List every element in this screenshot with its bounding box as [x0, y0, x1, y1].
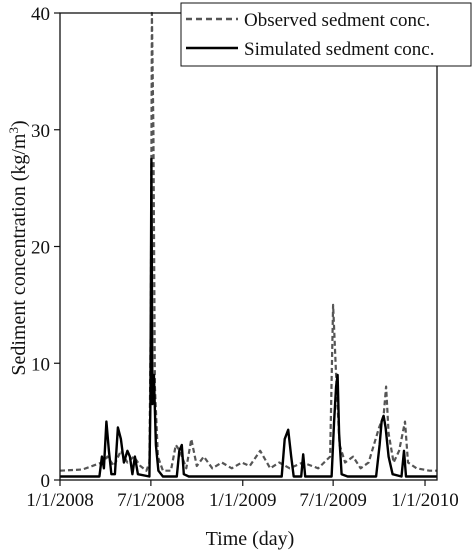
- y-tick-label: 40: [31, 4, 50, 25]
- x-tick-label: 1/1/2008: [26, 490, 94, 511]
- series-layer: [59, 11, 437, 478]
- series-line-observed: [59, 11, 437, 472]
- y-axis-title-sup: 3: [6, 127, 21, 134]
- x-tick-label: 1/1/2009: [209, 490, 277, 511]
- y-axis-title-tail: ): [8, 120, 30, 127]
- x-axis-title: Time (day): [206, 528, 295, 550]
- legend-label-simulated: Simulated sedment conc.: [244, 39, 434, 60]
- legend-box: [180, 2, 472, 67]
- y-tick-label: 10: [31, 354, 50, 375]
- y-tick-label: 20: [31, 238, 50, 259]
- x-tick-label: 7/1/2008: [117, 490, 185, 511]
- legend-label-observed: Observed sedment conc.: [244, 10, 430, 31]
- y-axis-title: Sediment concentration (kg/m3): [6, 120, 30, 375]
- x-tick-label: 7/1/2009: [299, 490, 367, 511]
- y-tick-label: 0: [41, 471, 51, 492]
- legend: Observed sedment conc. Simulated sedment…: [180, 2, 472, 67]
- x-axis: 1/1/2008 7/1/2008 1/1/2009 7/1/2009 1/1/2010: [26, 480, 459, 511]
- y-tick-label: 30: [31, 121, 50, 142]
- y-axis: 0 10 20 30 40: [31, 4, 60, 492]
- y-axis-title-main: Sediment concentration (kg/m: [8, 133, 30, 376]
- x-tick-label: 1/1/2010: [391, 490, 459, 511]
- series-line-simulated: [60, 157, 437, 478]
